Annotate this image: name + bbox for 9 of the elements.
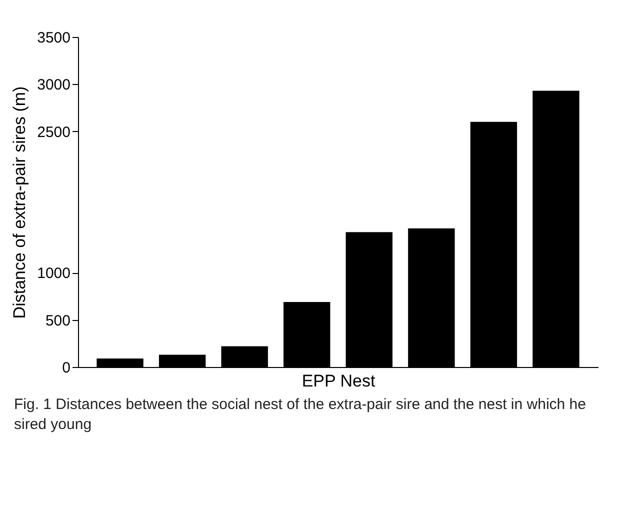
y-tick-label: 500 (45, 312, 70, 330)
y-tick-label: 3000 (37, 76, 70, 94)
y-axis-title: Distance of extra-pair sires (m) (10, 86, 30, 319)
y-tick-label: 0 (62, 360, 70, 376)
y-tick-label: 2500 (37, 124, 70, 141)
x-axis-title: EPP Nest (302, 372, 376, 390)
caption: Fig. 1 Distances between the social nest of the extra-pair sire and the nest in which he sired young (14, 395, 587, 436)
y-tick-label: 1000 (37, 265, 70, 282)
y-tick-label: 3500 (37, 30, 70, 46)
